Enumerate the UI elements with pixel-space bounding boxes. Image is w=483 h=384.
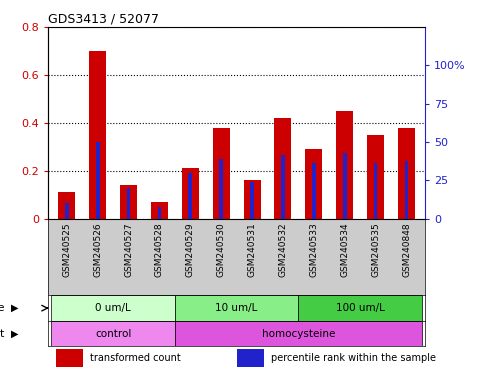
Text: GSM240532: GSM240532	[279, 222, 287, 277]
Bar	[336, 111, 353, 218]
Bar	[398, 127, 415, 218]
Text: 10 um/L: 10 um/L	[215, 303, 258, 313]
Text: 100 um/L: 100 um/L	[336, 303, 384, 313]
Text: GDS3413 / 52077: GDS3413 / 52077	[48, 13, 159, 26]
Text: GSM240525: GSM240525	[62, 222, 71, 277]
Bar	[213, 127, 230, 218]
Bar	[343, 154, 347, 218]
Bar	[274, 118, 291, 218]
Bar	[237, 349, 264, 367]
Text: GSM240535: GSM240535	[371, 222, 380, 277]
Bar	[175, 295, 298, 321]
Bar	[281, 156, 285, 218]
Bar	[127, 188, 130, 218]
Bar	[182, 168, 199, 218]
Bar	[65, 203, 69, 218]
Text: GSM240530: GSM240530	[217, 222, 226, 277]
Text: homocysteine: homocysteine	[262, 329, 335, 339]
Bar	[305, 149, 322, 218]
Bar	[51, 295, 175, 321]
Bar	[89, 51, 106, 218]
Text: ▶: ▶	[11, 329, 18, 339]
Bar	[120, 185, 137, 218]
Text: GSM240848: GSM240848	[402, 222, 411, 277]
Text: transformed count: transformed count	[90, 353, 181, 363]
Text: GSM240534: GSM240534	[340, 222, 349, 277]
Bar	[250, 182, 254, 218]
Text: percentile rank within the sample: percentile rank within the sample	[271, 353, 436, 363]
Text: control: control	[95, 329, 131, 339]
Bar	[51, 321, 175, 346]
Bar	[96, 142, 99, 218]
Bar	[56, 349, 83, 367]
Text: GSM240526: GSM240526	[93, 222, 102, 277]
Bar	[157, 207, 161, 218]
Bar	[58, 192, 75, 218]
Bar	[374, 163, 378, 218]
Bar	[298, 295, 422, 321]
Bar	[188, 173, 192, 218]
Bar	[219, 159, 223, 218]
Bar	[312, 163, 316, 218]
Text: GSM240533: GSM240533	[310, 222, 318, 277]
Text: GSM240527: GSM240527	[124, 222, 133, 277]
Bar	[175, 321, 422, 346]
Text: ▶: ▶	[11, 303, 18, 313]
Bar	[405, 161, 408, 218]
Text: dose: dose	[0, 303, 5, 313]
Bar	[367, 135, 384, 218]
Text: GSM240529: GSM240529	[186, 222, 195, 277]
Text: GSM240528: GSM240528	[155, 222, 164, 277]
Bar	[243, 180, 261, 218]
Text: agent: agent	[0, 329, 5, 339]
Text: 0 um/L: 0 um/L	[95, 303, 131, 313]
Text: GSM240531: GSM240531	[248, 222, 256, 277]
Bar	[151, 202, 168, 218]
